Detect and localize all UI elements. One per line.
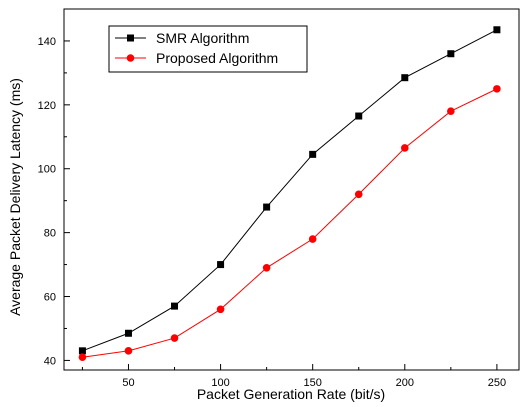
x-tick-label: 250: [488, 377, 506, 389]
series-line: [82, 88, 498, 358]
y-axis-title: Average Packet Delivery Latency (ms): [7, 78, 23, 316]
y-tick-label: 140: [38, 36, 56, 48]
x-axis-title: Packet Generation Rate (bit/s): [197, 386, 385, 402]
series-smr: [78, 26, 501, 355]
y-tick-label: 60: [44, 292, 56, 304]
series-line: [82, 29, 498, 352]
y-tick-label: 100: [38, 164, 56, 176]
data-point-square: [171, 302, 179, 310]
x-tick-label: 50: [122, 377, 134, 389]
legend-marker-smr: [127, 34, 134, 42]
legend-label-smr: SMR Algorithm: [156, 30, 249, 46]
data-point-circle: [308, 235, 317, 243]
legend: SMR Algorithm Proposed Algorithm: [108, 25, 308, 73]
data-point-square: [217, 261, 225, 269]
data-point-square: [263, 203, 271, 211]
legend-marker-proposed: [126, 54, 135, 62]
data-point-square: [124, 329, 132, 337]
data-point-square: [401, 74, 409, 82]
plot-frame: [63, 8, 520, 371]
data-point-circle: [493, 85, 501, 93]
x-tick-label: 200: [396, 377, 414, 389]
data-point-square: [493, 26, 501, 34]
data-point-circle: [262, 263, 271, 272]
series-proposed: [78, 85, 501, 362]
data-point-square: [309, 150, 317, 158]
x-tick-label: 100: [211, 377, 229, 389]
data-point-square: [447, 50, 455, 58]
data-point-circle: [124, 347, 133, 355]
legend-label-proposed: Proposed Algorithm: [156, 50, 278, 66]
y-tick-label: 80: [44, 228, 56, 240]
y-tick-label: 120: [38, 100, 56, 112]
data-point-square: [78, 347, 86, 355]
series-layer: [78, 26, 501, 362]
plot-area-border: [63, 8, 520, 371]
data-point-square: [355, 112, 363, 120]
y-tick-label: 40: [44, 355, 56, 367]
data-point-circle: [78, 353, 87, 362]
data-point-circle: [354, 190, 363, 199]
data-point-circle: [400, 144, 409, 152]
y-axis-ticks: 40 60 80 100 120 140: [38, 36, 70, 367]
legend-box: [108, 25, 308, 73]
data-point-circle: [216, 305, 225, 314]
data-point-circle: [447, 107, 455, 116]
data-point-circle: [170, 334, 179, 342]
x-tick-label: 150: [304, 377, 322, 389]
x-axis-ticks: 50 100 150 200 250: [81, 364, 506, 389]
